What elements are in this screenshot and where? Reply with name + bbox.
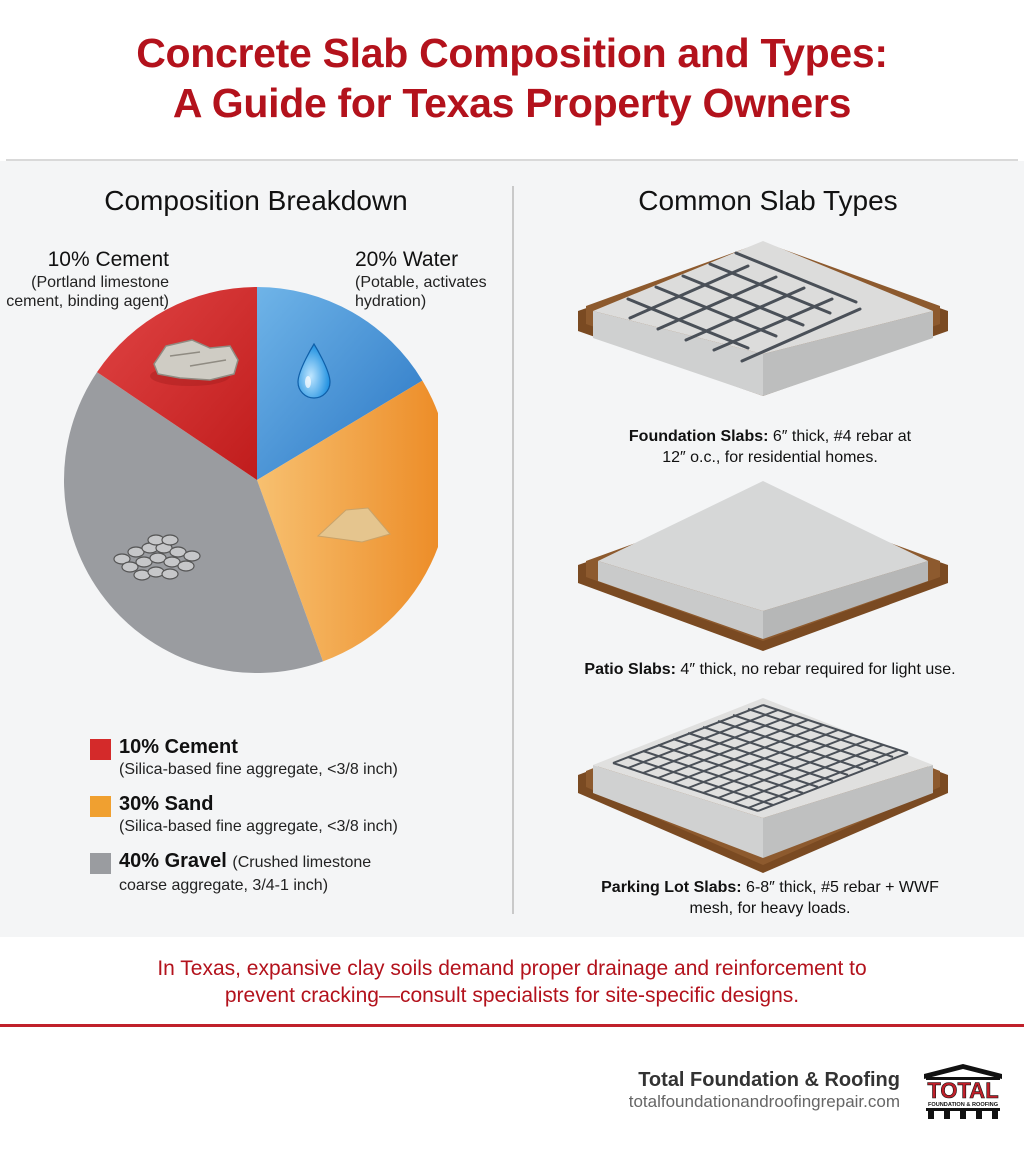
rock-icon <box>150 339 239 386</box>
page-title: Concrete Slab Composition and Types: A G… <box>0 28 1024 128</box>
foundation-slab-caption: Foundation Slabs: 6″ thick, #4 rebar at … <box>540 426 1000 468</box>
legend-title-sand: 30% Sand <box>119 793 214 815</box>
legend-desc-cement: (Silica-based fine aggregate, <3/8 inch) <box>119 761 398 778</box>
brand-block: Total Foundation & Roofing totalfoundati… <box>629 1068 900 1112</box>
footer-divider <box>0 1024 1024 1027</box>
svg-text:FOUNDATION & ROOFING: FOUNDATION & ROOFING <box>928 1102 998 1108</box>
composition-heading: Composition Breakdown <box>104 185 408 216</box>
water-callout-title: 20% Water <box>355 248 459 271</box>
texas-soil-note: In Texas, expansive clay soils demand pr… <box>0 955 1024 1009</box>
water-callout-desc-1: (Potable, activates <box>355 274 487 291</box>
patio-slab-illustration <box>568 481 958 661</box>
patio-slab-name: Patio Slabs: <box>584 661 676 678</box>
legend-title-cement: 10% Cement <box>119 736 238 758</box>
parking-lot-slab-illustration <box>568 693 958 883</box>
note-line-2: prevent cracking—consult specialists for… <box>224 984 800 1007</box>
legend-desc-sand: (Silica-based fine aggregate, <3/8 inch) <box>119 818 398 835</box>
water-drop-icon <box>297 342 331 399</box>
brand-url[interactable]: totalfoundationandroofingrepair.com <box>628 1092 900 1111</box>
brand-name: Total Foundation & Roofing <box>638 1069 900 1091</box>
header-divider <box>6 159 1018 161</box>
composition-pie-chart <box>50 286 450 674</box>
note-line-1: In Texas, expansive clay soils demand pr… <box>157 957 867 980</box>
gravel-swatch <box>90 853 111 874</box>
parking-lot-slab-caption: Parking Lot Slabs: 6-8″ thick, #5 rebar … <box>540 877 1000 919</box>
foundation-slab-illustration <box>568 236 958 426</box>
parking-lot-slab-desc-1: 6-8″ thick, #5 rebar + WWF <box>741 879 939 896</box>
legend-title-gravel-row: 40% Gravel (Crushed limestone <box>119 849 490 875</box>
pie-slice-water <box>257 287 423 480</box>
legend-inline-gravel: (Crushed limestone <box>232 854 372 871</box>
foundation-slab-name: Foundation Slabs: <box>628 428 769 445</box>
svg-text:TOTAL: TOTAL <box>927 1078 998 1103</box>
patio-slab-caption: Patio Slabs: 4″ thick, no rebar required… <box>540 659 1000 680</box>
column-divider <box>512 186 514 914</box>
sand-pile-icon <box>316 507 391 543</box>
title-line-2: A Guide for Texas Property Owners <box>172 80 852 126</box>
foundation-slab-desc-2: 12″ o.c., for residential homes. <box>662 449 878 466</box>
title-line-1: Concrete Slab Composition and Types: <box>136 30 888 76</box>
sand-swatch <box>90 796 111 817</box>
foundation-slab-desc-1: 6″ thick, #4 rebar at <box>768 428 912 445</box>
slab-types-heading: Common Slab Types <box>638 185 898 216</box>
legend-item-cement: 10% Cement (Silica-based fine aggregate,… <box>90 735 490 780</box>
composition-legend: 10% Cement (Silica-based fine aggregate,… <box>90 735 490 908</box>
cement-callout-desc-1: (Portland limestone <box>31 274 169 291</box>
pie-slice-cement <box>97 287 257 480</box>
water-callout-desc-2: hydration) <box>355 293 427 310</box>
rebar-grid-slab-icon <box>578 241 948 396</box>
header: Concrete Slab Composition and Types: A G… <box>0 0 1024 161</box>
legend-item-gravel: 40% Gravel (Crushed limestone coarse agg… <box>90 849 490 896</box>
cement-callout-desc-2: cement, binding agent) <box>6 293 169 310</box>
main-panel: Composition Breakdown 10% Cement (Portla… <box>0 161 1024 937</box>
cement-callout-title: 10% Cement <box>47 248 169 271</box>
mesh-slab-icon <box>578 698 948 873</box>
cement-swatch <box>90 739 111 760</box>
legend-item-sand: 30% Sand (Silica-based fine aggregate, <… <box>90 792 490 837</box>
patio-slab-desc-1: 4″ thick, no rebar required for light us… <box>675 661 956 678</box>
water-callout: 20% Water (Potable, activates hydration) <box>355 247 515 311</box>
pie-slice-gravel <box>63 372 323 674</box>
parking-lot-slab-desc-2: mesh, for heavy loads. <box>689 900 851 917</box>
company-logo-icon: TOTAL FOUNDATION & ROOFING <box>922 1062 1004 1120</box>
legend-title-gravel: 40% Gravel <box>119 850 227 872</box>
legend-desc-gravel: coarse aggregate, 3/4-1 inch) <box>119 877 329 894</box>
cement-callout: 10% Cement (Portland limestone cement, b… <box>0 247 169 311</box>
gravel-pile-icon <box>113 534 201 581</box>
parking-lot-slab-name: Parking Lot Slabs: <box>601 879 742 896</box>
plain-slab-icon <box>578 481 948 651</box>
